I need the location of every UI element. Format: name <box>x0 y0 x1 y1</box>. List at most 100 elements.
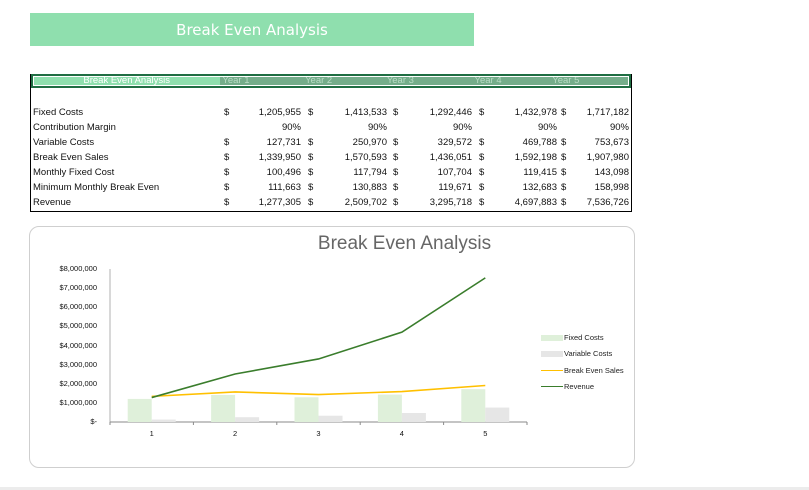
cell-value[interactable]: 90% <box>452 122 472 133</box>
cell-value[interactable]: 1,277,305 <box>258 197 301 208</box>
legend-line-swatch-icon <box>541 385 563 388</box>
currency-symbol: $ <box>224 182 230 193</box>
currency-symbol: $ <box>224 152 230 163</box>
y-axis-tick-label: $8,000,000 <box>59 264 97 273</box>
cell-value[interactable]: 1,570,593 <box>344 152 387 163</box>
page-banner-title: Break Even Analysis <box>30 13 474 46</box>
table-row: Contribution Margin 90% 90% 90% 90% 90% <box>31 120 631 135</box>
currency-symbol: $ <box>393 107 399 118</box>
cell-value[interactable]: 1,432,978 <box>514 107 557 118</box>
legend-item: Fixed Costs <box>541 333 604 342</box>
cell-value[interactable]: 132,683 <box>522 182 557 193</box>
table-header-year1: Year 1 <box>220 76 306 86</box>
row-label: Minimum Monthly Break Even <box>33 182 160 193</box>
x-axis-tick-label: 1 <box>149 429 154 438</box>
currency-symbol: $ <box>479 197 485 208</box>
currency-symbol: $ <box>224 167 230 178</box>
legend-label: Revenue <box>564 382 595 391</box>
cell-value[interactable]: 1,717,182 <box>586 107 629 118</box>
legend-line-swatch-icon <box>541 369 563 372</box>
row-label: Contribution Margin <box>33 122 116 133</box>
table-row: Fixed Costs $1,205,955 $1,413,533 $1,292,44… <box>31 105 631 120</box>
currency-symbol: $ <box>393 137 399 148</box>
currency-symbol: $ <box>561 137 567 148</box>
cell-value[interactable]: 117,794 <box>353 167 387 178</box>
currency-symbol: $ <box>224 107 230 118</box>
cell-value[interactable]: 119,415 <box>523 167 557 178</box>
table-row: Break Even Sales $1,339,950 $1,570,593 $1,4… <box>31 150 631 165</box>
cell-value[interactable]: 4,697,883 <box>514 197 557 208</box>
cell-value[interactable]: 158,998 <box>594 182 629 193</box>
table-row: Variable Costs $127,731 $250,970 $329,572 $4… <box>31 135 631 150</box>
table-header-row: Break Even Analysis Year 1 Year 2 Year 3… <box>31 74 631 88</box>
cell-value[interactable]: 90% <box>367 122 387 133</box>
cell-value[interactable]: 143,098 <box>594 167 629 178</box>
currency-symbol: $ <box>224 197 230 208</box>
cell-value[interactable]: 1,339,950 <box>258 152 301 163</box>
legend-label: Variable Costs <box>564 349 613 358</box>
cell-value[interactable]: 90% <box>537 122 557 133</box>
cell-value[interactable]: 127,731 <box>266 137 301 148</box>
currency-symbol: $ <box>479 182 485 193</box>
cell-value[interactable]: 90% <box>609 122 629 133</box>
table-header-title: Break Even Analysis <box>33 76 221 86</box>
x-axis-tick-label: 3 <box>316 429 321 438</box>
cell-value[interactable]: 3,295,718 <box>429 197 472 208</box>
legend-bar-swatch-icon <box>541 350 563 357</box>
currency-symbol: $ <box>308 137 314 148</box>
currency-symbol: $ <box>561 152 567 163</box>
y-axis-tick-label: $- <box>90 417 97 426</box>
currency-symbol: $ <box>308 167 314 178</box>
currency-symbol: $ <box>308 152 314 163</box>
cell-value[interactable]: 7,536,726 <box>586 197 629 208</box>
cell-value[interactable]: 1,205,955 <box>258 107 301 118</box>
y-axis-tick-label: $2,000,000 <box>59 378 97 388</box>
currency-symbol: $ <box>479 137 485 148</box>
legend-label: Fixed Costs <box>564 333 604 342</box>
table-header-year4: Year 4 <box>474 76 553 86</box>
legend-item: Break Even Sales <box>541 366 624 375</box>
currency-symbol: $ <box>561 197 567 208</box>
y-axis-tick-label: $4,000,000 <box>59 340 97 350</box>
currency-symbol: $ <box>561 107 567 118</box>
y-axis-tick-label: $3,000,000 <box>59 359 97 369</box>
legend-label: Break Even Sales <box>564 366 624 375</box>
cell-value[interactable]: 100,496 <box>266 167 301 178</box>
cell-value[interactable]: 107,704 <box>437 167 472 178</box>
cell-value[interactable]: 753,673 <box>594 137 629 148</box>
table-header-year2: Year 2 <box>305 76 387 86</box>
legend-item: Variable Costs <box>541 349 612 358</box>
y-axis-tick-label: $6,000,000 <box>59 302 97 312</box>
cell-value[interactable]: 1,413,533 <box>344 107 387 118</box>
cell-value[interactable]: 1,292,446 <box>429 107 472 118</box>
currency-symbol: $ <box>393 152 399 163</box>
y-axis-tick-label: $5,000,000 <box>59 321 97 331</box>
cell-value[interactable]: 1,907,980 <box>586 152 629 163</box>
cell-value[interactable]: 119,671 <box>438 182 472 193</box>
cell-value[interactable]: 111,663 <box>268 182 301 193</box>
table-row: Monthly Fixed Cost $100,496 $117,794 $107,7… <box>31 165 631 180</box>
currency-symbol: $ <box>224 137 230 148</box>
row-label: Break Even Sales <box>33 152 109 163</box>
horizontal-scrollbar[interactable] <box>0 487 809 490</box>
x-axis-tick-label: 4 <box>399 429 404 438</box>
currency-symbol: $ <box>561 167 567 178</box>
currency-symbol: $ <box>393 167 399 178</box>
cell-value[interactable]: 469,788 <box>522 137 557 148</box>
cell-value[interactable]: 1,592,198 <box>514 152 557 163</box>
chart-card <box>29 226 635 468</box>
currency-symbol: $ <box>479 152 485 163</box>
currency-symbol: $ <box>308 107 314 118</box>
currency-symbol: $ <box>479 167 485 178</box>
row-label: Monthly Fixed Cost <box>33 167 115 178</box>
currency-symbol: $ <box>308 182 314 193</box>
cell-value[interactable]: 329,572 <box>437 137 472 148</box>
cell-value[interactable]: 1,436,051 <box>429 152 472 163</box>
cell-value[interactable]: 250,970 <box>352 137 387 148</box>
currency-symbol: $ <box>393 197 399 208</box>
cell-value[interactable]: 130,883 <box>352 182 387 193</box>
table-row: Revenue $1,277,305 $2,509,702 $3,295,718 $4,… <box>31 195 631 210</box>
row-label: Revenue <box>33 197 72 208</box>
cell-value[interactable]: 2,509,702 <box>344 197 387 208</box>
cell-value[interactable]: 90% <box>281 122 301 133</box>
